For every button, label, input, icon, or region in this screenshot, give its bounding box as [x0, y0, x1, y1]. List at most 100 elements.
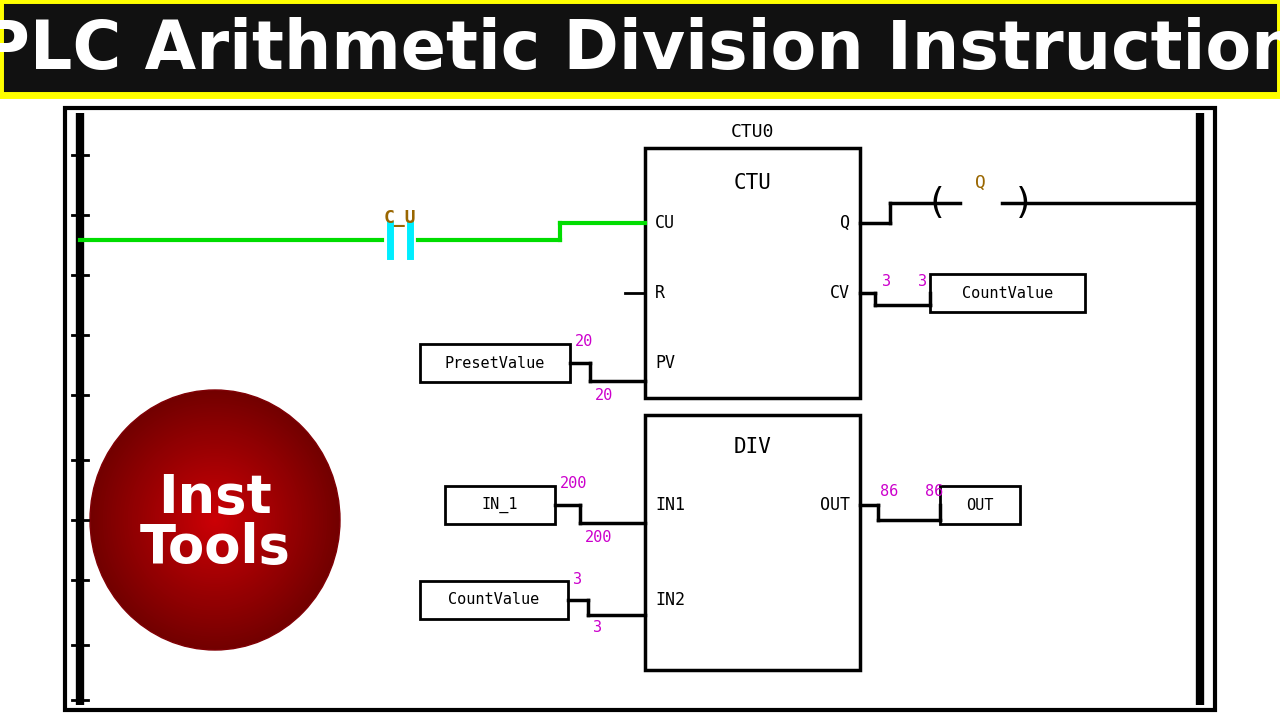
Ellipse shape: [128, 429, 302, 611]
Ellipse shape: [145, 446, 285, 594]
Ellipse shape: [123, 425, 307, 616]
Ellipse shape: [192, 496, 238, 544]
Ellipse shape: [132, 433, 298, 607]
Ellipse shape: [148, 451, 282, 590]
FancyBboxPatch shape: [931, 274, 1085, 312]
Ellipse shape: [111, 412, 319, 629]
Text: DIV: DIV: [733, 437, 772, 457]
Text: 3: 3: [573, 572, 582, 587]
Ellipse shape: [196, 500, 234, 539]
Text: IN1: IN1: [655, 496, 685, 514]
Ellipse shape: [211, 516, 219, 524]
Ellipse shape: [152, 455, 278, 585]
FancyBboxPatch shape: [420, 581, 568, 619]
Ellipse shape: [113, 414, 317, 626]
Text: Q: Q: [840, 214, 850, 232]
Ellipse shape: [92, 392, 338, 648]
Ellipse shape: [102, 403, 328, 637]
FancyBboxPatch shape: [940, 486, 1020, 524]
Ellipse shape: [140, 442, 291, 598]
Ellipse shape: [195, 498, 236, 541]
Text: PLC Arithmetic Division Instruction: PLC Arithmetic Division Instruction: [0, 17, 1280, 84]
Ellipse shape: [106, 408, 324, 633]
Text: 86: 86: [881, 485, 899, 500]
Text: OUT: OUT: [820, 496, 850, 514]
Ellipse shape: [198, 503, 232, 537]
Ellipse shape: [119, 420, 311, 620]
Ellipse shape: [206, 511, 223, 528]
Ellipse shape: [90, 390, 340, 650]
Ellipse shape: [136, 438, 294, 603]
Text: CountValue: CountValue: [448, 593, 540, 608]
Text: 200: 200: [585, 529, 612, 544]
Ellipse shape: [201, 505, 229, 535]
Ellipse shape: [99, 399, 332, 642]
Ellipse shape: [205, 509, 225, 531]
Ellipse shape: [133, 436, 296, 605]
Ellipse shape: [109, 410, 321, 631]
Ellipse shape: [116, 418, 312, 622]
Text: PresetValue: PresetValue: [445, 356, 545, 371]
Text: 20: 20: [595, 387, 613, 402]
Ellipse shape: [156, 459, 274, 580]
Ellipse shape: [178, 481, 252, 559]
Polygon shape: [0, 0, 1280, 95]
FancyBboxPatch shape: [445, 486, 556, 524]
Text: (   ): ( ): [925, 186, 1034, 220]
Ellipse shape: [122, 423, 308, 618]
FancyBboxPatch shape: [645, 148, 860, 398]
Ellipse shape: [105, 405, 325, 635]
Text: 200: 200: [561, 477, 588, 492]
Text: 86: 86: [925, 485, 943, 500]
Ellipse shape: [159, 462, 271, 578]
Text: 3: 3: [882, 274, 891, 289]
Ellipse shape: [161, 464, 269, 576]
FancyBboxPatch shape: [645, 415, 860, 670]
Ellipse shape: [155, 457, 275, 582]
Ellipse shape: [168, 470, 262, 570]
Ellipse shape: [184, 487, 246, 552]
Text: OUT: OUT: [966, 498, 993, 513]
Ellipse shape: [165, 468, 265, 572]
Ellipse shape: [212, 518, 218, 522]
Ellipse shape: [202, 507, 228, 533]
Ellipse shape: [179, 483, 251, 557]
Ellipse shape: [189, 494, 241, 546]
Ellipse shape: [163, 466, 268, 574]
Text: IN_1: IN_1: [481, 497, 518, 513]
Text: R: R: [655, 284, 666, 302]
Text: 3: 3: [593, 619, 602, 634]
Ellipse shape: [146, 449, 284, 592]
Ellipse shape: [172, 474, 259, 565]
Ellipse shape: [151, 453, 279, 588]
Ellipse shape: [169, 472, 261, 567]
Ellipse shape: [95, 395, 335, 646]
Ellipse shape: [182, 485, 248, 554]
Ellipse shape: [175, 479, 255, 561]
Text: Q: Q: [974, 174, 986, 192]
Text: 3: 3: [918, 274, 927, 289]
Text: 20: 20: [575, 335, 593, 349]
Ellipse shape: [100, 401, 329, 639]
Text: CountValue: CountValue: [961, 286, 1053, 300]
Text: Tools: Tools: [140, 522, 291, 574]
Text: IN2: IN2: [655, 591, 685, 609]
Ellipse shape: [186, 490, 244, 550]
Ellipse shape: [125, 427, 305, 613]
Ellipse shape: [142, 444, 288, 596]
Ellipse shape: [138, 440, 292, 600]
Ellipse shape: [209, 513, 221, 526]
Text: CTU: CTU: [733, 173, 772, 193]
Polygon shape: [65, 108, 1215, 710]
Ellipse shape: [173, 477, 257, 563]
Text: Inst: Inst: [159, 472, 271, 524]
Text: CTU0: CTU0: [731, 123, 774, 141]
Text: CV: CV: [829, 284, 850, 302]
Ellipse shape: [96, 397, 334, 644]
Text: PV: PV: [655, 354, 675, 372]
Ellipse shape: [188, 492, 242, 548]
Ellipse shape: [115, 416, 315, 624]
Ellipse shape: [129, 431, 301, 609]
FancyBboxPatch shape: [420, 344, 570, 382]
Text: CU: CU: [655, 214, 675, 232]
